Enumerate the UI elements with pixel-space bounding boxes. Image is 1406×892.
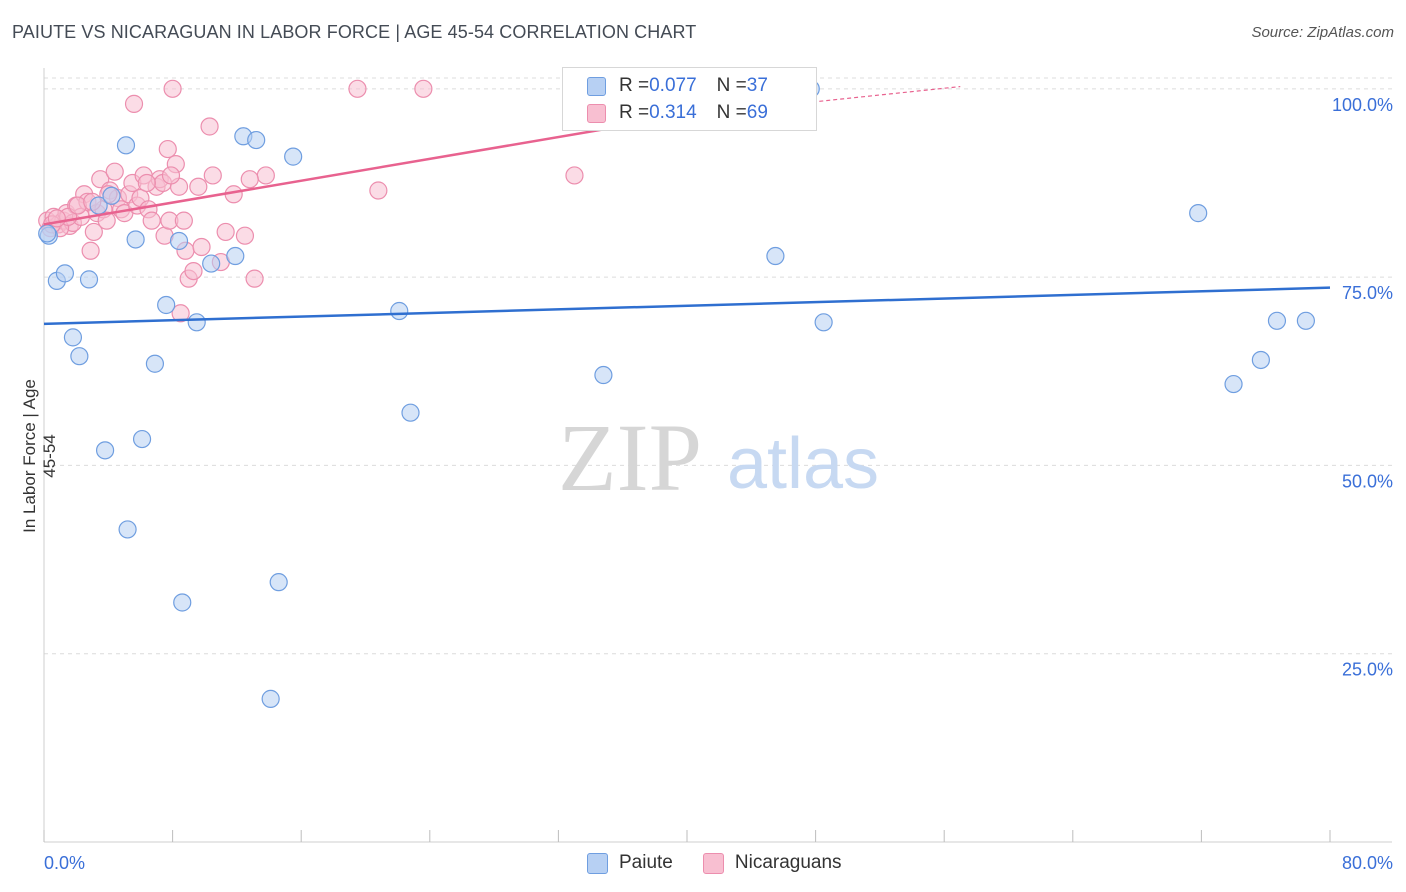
n-label: N = xyxy=(716,75,747,96)
paiute-point xyxy=(55,264,74,283)
nicaraguans-point xyxy=(142,211,161,230)
grid-lines xyxy=(44,77,1392,655)
watermark-atlas: atlas xyxy=(727,424,879,504)
stats-legend: R = 0.077 N = 37 R = 0.314 N = 69 xyxy=(562,67,817,131)
nicaraguans-point xyxy=(369,181,388,200)
nicaraguans-point xyxy=(216,222,235,242)
paiute-point xyxy=(261,689,280,708)
n-value: 37 xyxy=(746,75,768,96)
paiute-point xyxy=(594,365,613,385)
paiute-point xyxy=(247,130,266,150)
stats-row-nicaraguans: R = 0.314 N = 69 xyxy=(587,100,768,126)
nicaraguans-point xyxy=(137,173,156,193)
nicaraguans-point xyxy=(184,261,203,281)
nicaraguans-point xyxy=(171,304,190,323)
nicaraguans-point xyxy=(203,166,222,185)
nicaraguans-point xyxy=(192,237,211,257)
series-legend: Paiute Nicaraguans xyxy=(587,852,872,874)
legend-label: Nicaraguans xyxy=(734,852,842,873)
paiute-point xyxy=(1296,311,1315,330)
paiute-point xyxy=(1267,311,1287,330)
y-tick-label: 50.0% xyxy=(1342,471,1393,491)
nicaraguans-trend-line xyxy=(43,113,688,226)
y-tick-label: 100.0% xyxy=(1332,95,1393,115)
r-label: R = xyxy=(619,102,650,123)
x-tick-label: 80.0% xyxy=(1342,853,1393,873)
source-credit: Source: ZipAtlas.com xyxy=(1251,24,1394,41)
paiute-point xyxy=(169,231,189,251)
watermark-zip: ZIP xyxy=(558,404,702,511)
chart-title: PAIUTE VS NICARAGUAN IN LABOR FORCE | AG… xyxy=(12,22,697,42)
paiute-point xyxy=(766,246,785,266)
paiute-point xyxy=(126,230,145,249)
legend-item-paiute[interactable]: Paiute xyxy=(587,852,673,874)
y-axis-label: In Labor Force | Age 45-54 xyxy=(20,379,59,533)
nicaraguans-swatch xyxy=(702,852,724,874)
nicaraguans-point xyxy=(174,211,193,230)
paiute-point xyxy=(95,441,115,460)
nicaraguans-point xyxy=(348,79,367,98)
paiute-points xyxy=(38,79,1315,708)
tick-labels: 25.0% 50.0% 75.0% 100.0% 0.0% 80.0% xyxy=(44,95,1393,873)
n-value: 69 xyxy=(746,102,768,123)
paiute-point xyxy=(145,354,165,373)
paiute-point xyxy=(1189,204,1208,223)
r-value: 0.314 xyxy=(649,102,697,123)
paiute-point xyxy=(814,313,833,332)
nicaraguans-point xyxy=(163,79,182,98)
paiute-point xyxy=(1224,374,1243,394)
nicaraguans-point xyxy=(84,222,103,242)
paiute-point xyxy=(102,186,121,205)
nicaraguans-point xyxy=(245,269,264,288)
y-tick-label: 25.0% xyxy=(1342,660,1393,680)
paiute-point xyxy=(269,573,288,592)
paiute-point xyxy=(401,403,420,422)
nicaraguans-point xyxy=(565,166,584,185)
nicaraguans-point xyxy=(81,241,100,260)
paiute-point xyxy=(63,328,83,347)
nicaraguans-point xyxy=(97,211,116,230)
paiute-point xyxy=(1251,350,1270,370)
paiute-trend-line xyxy=(43,286,1331,326)
paiute-point xyxy=(118,520,137,539)
nicaraguans-point xyxy=(256,166,275,185)
nicaraguans-point xyxy=(414,79,433,98)
nicaraguans-swatch xyxy=(587,103,606,123)
r-label: R = xyxy=(619,75,650,96)
nicaraguans-points xyxy=(38,79,584,323)
y-tick-label: 75.0% xyxy=(1342,283,1393,303)
nicaraguans-point xyxy=(189,177,208,196)
n-label: N = xyxy=(716,102,747,123)
paiute-swatch xyxy=(587,852,608,874)
axes xyxy=(43,68,1392,843)
r-value: 0.077 xyxy=(649,75,697,96)
paiute-point xyxy=(157,295,176,315)
nicaraguans-point xyxy=(161,166,181,185)
paiute-point xyxy=(173,593,192,612)
stats-row-paiute: R = 0.077 N = 37 xyxy=(587,73,768,99)
paiute-point xyxy=(226,246,245,266)
nicaraguans-point xyxy=(200,117,219,136)
nicaraguans-point xyxy=(158,139,177,159)
paiute-swatch xyxy=(587,76,606,96)
paiute-point xyxy=(187,313,206,332)
nicaraguans-point xyxy=(124,94,144,113)
paiute-point xyxy=(390,301,409,321)
legend-item-nicaraguans[interactable]: Nicaraguans xyxy=(702,852,842,874)
legend-label: Paiute xyxy=(619,852,673,873)
paiute-point xyxy=(70,347,89,366)
paiute-point xyxy=(79,270,99,289)
paiute-point xyxy=(132,429,152,449)
paiute-point xyxy=(116,136,136,155)
nicaraguans-point xyxy=(235,226,255,245)
x-tick-label: 0.0% xyxy=(44,853,85,873)
nicaraguans-point xyxy=(105,162,124,181)
paiute-point xyxy=(202,254,221,273)
paiute-point xyxy=(38,224,57,243)
nicaraguans-point xyxy=(240,170,259,189)
paiute-point xyxy=(284,147,303,166)
